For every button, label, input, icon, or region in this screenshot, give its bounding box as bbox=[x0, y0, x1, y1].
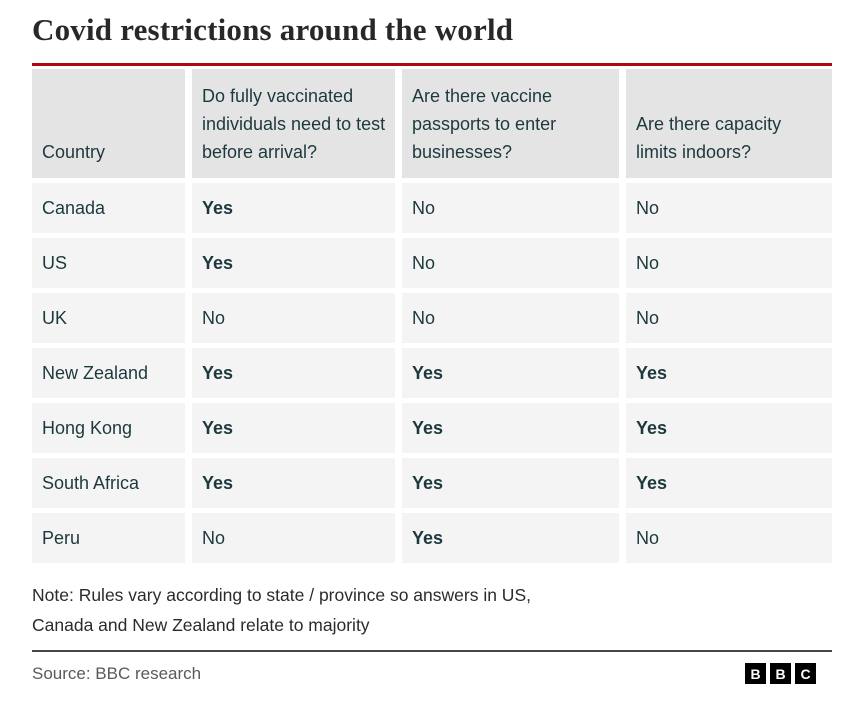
accent-rule bbox=[32, 63, 832, 66]
page-title: Covid restrictions around the world bbox=[32, 12, 514, 47]
answer-cell: Yes bbox=[192, 458, 395, 508]
answer-cell: No bbox=[402, 238, 619, 288]
answer-cell: No bbox=[626, 513, 832, 563]
restrictions-table: Country Do fully vaccinated individuals … bbox=[32, 69, 832, 563]
bbc-logo-block: C bbox=[795, 663, 816, 684]
country-cell: US bbox=[32, 238, 185, 288]
answer-cell: No bbox=[402, 183, 619, 233]
infographic: Covid restrictions around the world Coun… bbox=[32, 0, 832, 684]
footer-divider bbox=[32, 650, 832, 652]
country-cell: UK bbox=[32, 293, 185, 343]
answer-cell: Yes bbox=[192, 183, 395, 233]
answer-cell: Yes bbox=[402, 348, 619, 398]
column-header-country: Country bbox=[32, 69, 185, 178]
country-cell: Peru bbox=[32, 513, 185, 563]
country-cell: South Africa bbox=[32, 458, 185, 508]
country-cell: Canada bbox=[32, 183, 185, 233]
answer-cell: No bbox=[192, 293, 395, 343]
column-header-vaccine-passports: Are there vaccine passports to enter bus… bbox=[402, 69, 619, 178]
answer-cell: No bbox=[402, 293, 619, 343]
answer-cell: Yes bbox=[192, 403, 395, 453]
answer-cell: Yes bbox=[192, 238, 395, 288]
answer-cell: No bbox=[626, 183, 832, 233]
note-line: Canada and New Zealand relate to majorit… bbox=[32, 615, 370, 635]
answer-cell: No bbox=[192, 513, 395, 563]
bbc-logo-block: B bbox=[745, 663, 766, 684]
answer-cell: Yes bbox=[402, 403, 619, 453]
country-cell: New Zealand bbox=[32, 348, 185, 398]
note-line: Note: Rules vary according to state / pr… bbox=[32, 585, 531, 605]
source-text: Source: BBC research bbox=[32, 663, 202, 683]
answer-cell: No bbox=[626, 238, 832, 288]
answer-cell: Yes bbox=[402, 513, 619, 563]
answer-cell: Yes bbox=[402, 458, 619, 508]
country-cell: Hong Kong bbox=[32, 403, 185, 453]
answer-cell: Yes bbox=[192, 348, 395, 398]
answer-cell: Yes bbox=[626, 348, 832, 398]
note-text: Note: Rules vary according to state / pr… bbox=[32, 580, 832, 640]
column-header-test-before-arrival: Do fully vaccinated individuals need to … bbox=[192, 69, 395, 178]
bbc-logo-block: B bbox=[770, 663, 791, 684]
bbc-logo: B B C bbox=[745, 663, 816, 684]
answer-cell: Yes bbox=[626, 403, 832, 453]
footer: Source: BBC research B B C bbox=[32, 663, 832, 684]
column-header-capacity-limits: Are there capacity limits indoors? bbox=[626, 69, 832, 178]
answer-cell: Yes bbox=[626, 458, 832, 508]
answer-cell: No bbox=[626, 293, 832, 343]
